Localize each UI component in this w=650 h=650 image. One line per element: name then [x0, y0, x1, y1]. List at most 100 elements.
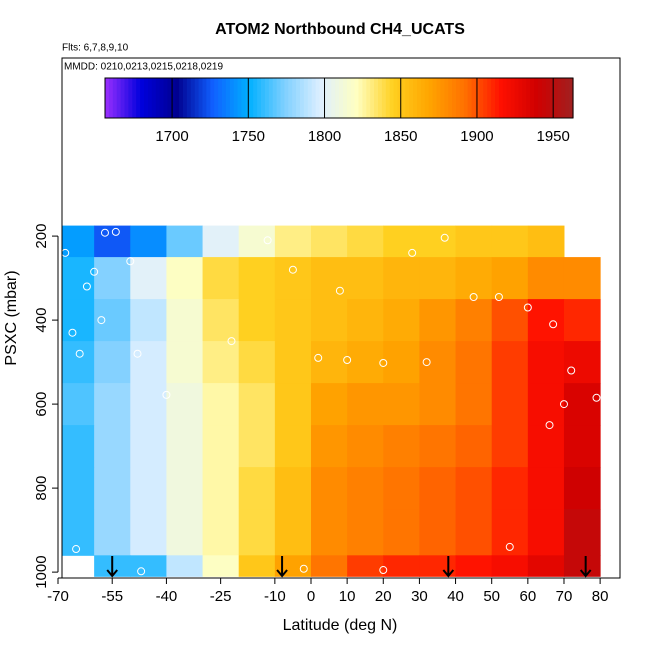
colorbar-segment	[397, 78, 402, 118]
colorbar-segment	[155, 78, 161, 118]
colorbar-segment	[167, 78, 172, 118]
data-point	[126, 257, 135, 266]
colorbar-segment	[206, 78, 211, 118]
data-point	[592, 393, 601, 402]
x-tick-label: -40	[156, 588, 178, 605]
heat-cell	[419, 509, 457, 556]
colorbar-segment	[557, 78, 562, 118]
heat-cell	[202, 467, 240, 510]
colorbar-segment	[105, 78, 110, 118]
colorbar-segment	[378, 78, 383, 118]
colorbar-segment	[264, 78, 270, 118]
colorbar-tick-label: 1700	[155, 128, 188, 145]
heat-cell	[347, 425, 384, 468]
heat-cell	[166, 299, 204, 342]
heat-cell	[310, 341, 348, 384]
colorbar-segment	[124, 78, 129, 118]
heat-cell	[491, 425, 529, 468]
data-point	[505, 542, 514, 551]
colorbar-segment	[506, 78, 512, 118]
colorbar-segment	[374, 78, 379, 118]
heat-cell	[166, 425, 204, 468]
heat-cell	[310, 467, 348, 510]
colorbar-segment	[229, 78, 235, 118]
heat-cell	[527, 341, 565, 384]
heat-cell	[274, 257, 312, 300]
colorbar-segment	[565, 78, 570, 118]
colorbar-segment	[358, 78, 363, 118]
colorbar-segment	[518, 78, 523, 118]
colorbar-segment	[307, 78, 313, 118]
heat-cell	[347, 467, 384, 510]
colorbar-segment	[120, 78, 126, 118]
heat-cell	[455, 225, 493, 258]
colorbar-segment	[342, 78, 348, 118]
heat-cell	[383, 555, 420, 577]
data-point	[111, 227, 120, 236]
heat-cell	[419, 225, 457, 258]
heat-cell	[166, 555, 204, 577]
heat-cell	[62, 467, 95, 510]
colorbar-segment	[268, 78, 274, 118]
colorbar-segment	[405, 78, 410, 118]
colorbar-segment	[428, 78, 434, 118]
x-tick-label: 70	[556, 588, 573, 605]
colorbar-segment	[280, 78, 285, 118]
colorbar-segment	[385, 78, 391, 118]
colorbar-segment	[413, 78, 418, 118]
colorbar-segment	[491, 78, 496, 118]
colorbar-tick-label: 1850	[384, 128, 417, 145]
heat-cell	[347, 299, 384, 342]
colorbar-segment	[261, 78, 266, 118]
heat-cell	[563, 383, 601, 426]
data-point	[343, 356, 352, 365]
heat-cell	[455, 383, 493, 426]
colorbar-segment	[276, 78, 282, 118]
colorbar-segment	[300, 78, 305, 118]
heat-cell	[419, 467, 457, 510]
colorbar-segment	[409, 78, 414, 118]
colorbar-segment	[202, 78, 207, 118]
heat-cell	[527, 257, 565, 300]
colorbar-segment	[514, 78, 519, 118]
heat-cell	[238, 257, 276, 300]
colorbar-segment	[569, 78, 574, 118]
colorbar-segment	[549, 78, 555, 118]
heat-cell	[238, 341, 276, 384]
heat-cell	[202, 341, 240, 384]
heat-cell	[491, 225, 529, 258]
heat-cell	[62, 509, 95, 556]
heat-cell	[419, 383, 457, 426]
colorbar-segment	[522, 78, 527, 118]
colorbar-segment	[272, 78, 278, 118]
heat-cell	[238, 299, 276, 342]
data-point	[97, 316, 106, 325]
colorbar-segment	[561, 78, 566, 118]
heat-cell	[94, 257, 131, 300]
x-tick-label: 80	[592, 588, 609, 605]
data-point	[90, 267, 99, 276]
colorbar-segment	[323, 78, 328, 118]
heat-cell	[563, 257, 601, 300]
y-tick-label: 1000	[33, 555, 50, 588]
colorbar-segment	[327, 78, 332, 118]
x-axis-label: Latitude (deg N)	[283, 617, 398, 634]
colorbar-segment	[186, 78, 192, 118]
heat-cell	[310, 299, 348, 342]
heat-cell	[527, 425, 565, 468]
colorbar-segment	[171, 78, 176, 118]
colorbar-segment	[132, 78, 137, 118]
heat-cell	[62, 299, 95, 342]
colorbar-segment	[214, 78, 219, 118]
colorbar-segment	[498, 78, 504, 118]
heat-cell	[491, 555, 529, 577]
colorbar-frame	[104, 77, 574, 119]
data-point	[314, 353, 323, 362]
colorbar-segment	[483, 78, 488, 118]
colorbar-segment	[253, 78, 258, 118]
colorbar-segment	[459, 78, 465, 118]
colorbar-segment	[553, 78, 558, 118]
heat-cell	[563, 425, 601, 468]
heat-cell	[527, 383, 565, 426]
